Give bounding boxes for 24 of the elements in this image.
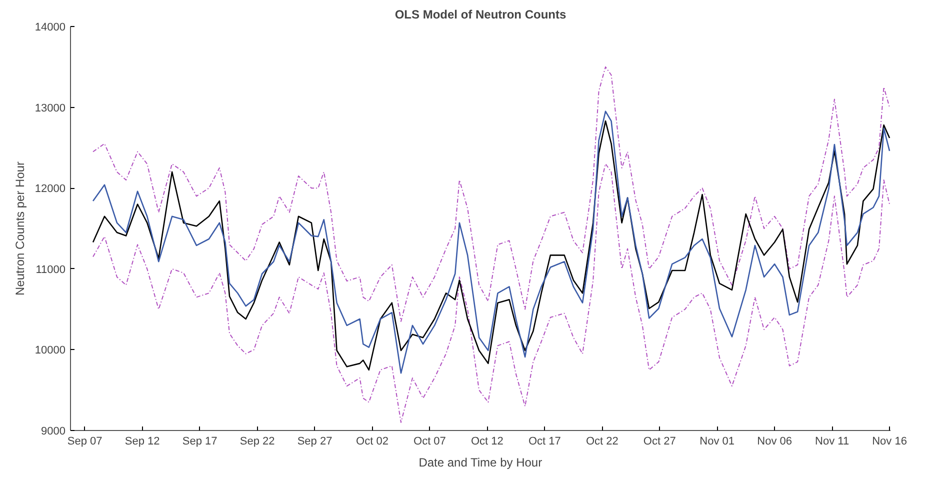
y-tick-label: 10000 [34, 344, 66, 357]
x-tick-label: Oct 07 [414, 436, 446, 448]
x-tick-label: Oct 17 [528, 436, 561, 448]
y-tick-label: 9000 [41, 426, 66, 438]
y-axis-title: Neutron Counts per Hour [12, 161, 27, 296]
x-tick-label: Sep 22 [240, 436, 275, 448]
chart-title: OLS Model of Neutron Counts [394, 8, 566, 22]
y-tick-label: 12000 [34, 183, 66, 196]
x-tick-label: Nov 06 [757, 436, 792, 448]
x-tick-label: Nov 11 [815, 436, 850, 448]
x-tick-label: Sep 27 [297, 436, 332, 448]
y-tick-label: 14000 [34, 22, 66, 34]
x-tick-label: Sep 17 [182, 436, 218, 448]
x-tick-label: Sep 07 [67, 436, 102, 448]
x-tick-label: Oct 12 [471, 436, 504, 448]
x-tick-label: Oct 27 [643, 436, 676, 448]
x-tick-label: Oct 22 [586, 436, 618, 448]
y-tick-label: 13000 [34, 102, 66, 114]
x-tick-label: Oct 02 [356, 436, 388, 448]
x-axis-title: Date and Time by Hour [418, 456, 542, 470]
x-tick-label: Nov 01 [700, 436, 735, 448]
x-tick-label: Nov 16 [872, 436, 907, 448]
y-tick-label: 11000 [36, 264, 66, 276]
x-tick-label: Sep 12 [124, 436, 160, 448]
